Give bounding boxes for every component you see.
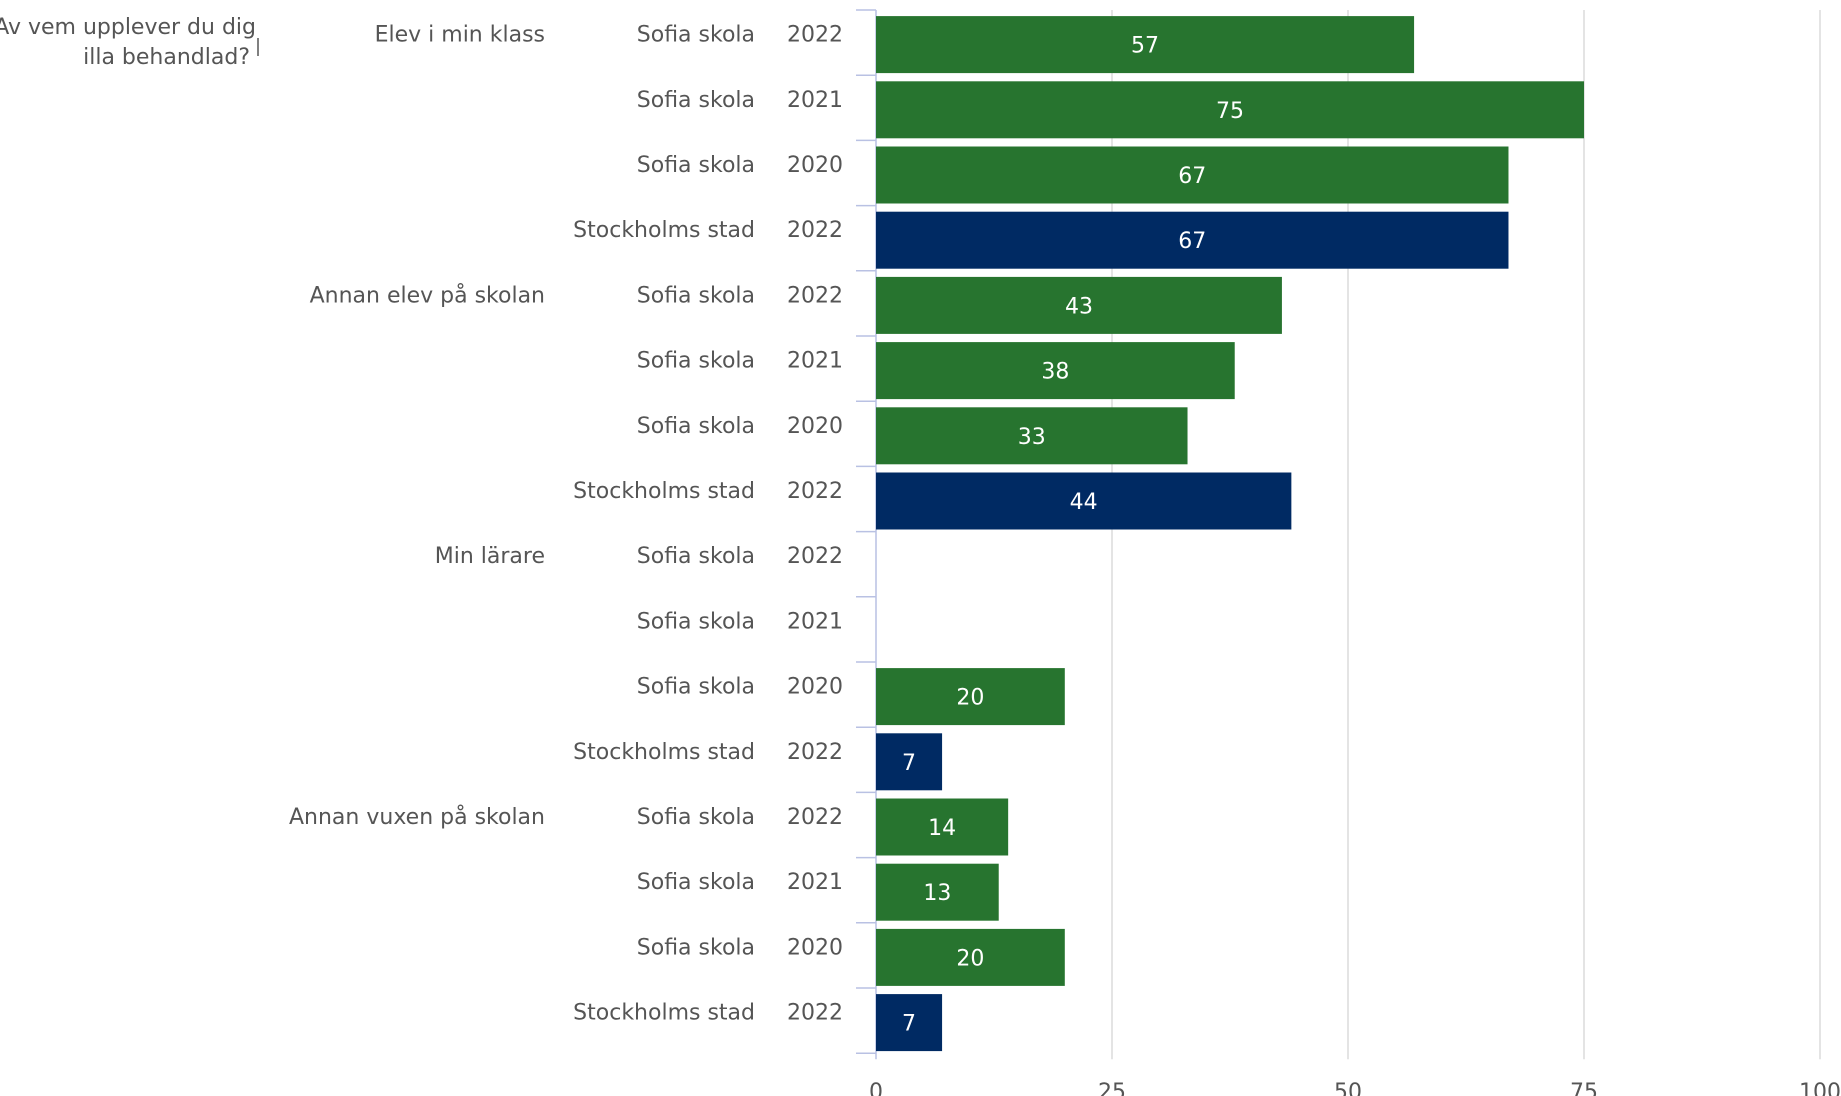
year-label: 2022 <box>787 479 843 504</box>
unit-label: Sofia skola <box>637 23 755 48</box>
bar <box>876 928 1065 986</box>
bar <box>876 16 1415 74</box>
group-label: Elev i min klass <box>375 23 545 48</box>
category-labels: Elev i min klass Sofia skola 2022 Sofia sko… <box>289 23 843 1026</box>
axis-ticks <box>856 9 876 1054</box>
year-label: 2022 <box>787 544 843 569</box>
bar <box>876 276 1282 334</box>
x-tick-label: 0 <box>869 1080 883 1096</box>
year-label: 2022 <box>787 218 843 243</box>
unit-label: Sofia skola <box>637 870 755 895</box>
bar <box>876 863 999 921</box>
unit-label: Sofia skola <box>637 935 755 960</box>
chart-title: Av vem upplever du dig illa behandlad? <box>0 15 259 70</box>
bars: 57 75 67 67 43 38 33 44 20 7 14 13 20 7 <box>876 16 1584 1052</box>
x-tick-label: 75 <box>1570 1080 1598 1096</box>
bar-value-label: 13 <box>923 881 951 906</box>
x-tick-label: 25 <box>1098 1080 1126 1096</box>
bar-value-label: 14 <box>928 816 956 841</box>
year-label: 2021 <box>787 609 843 634</box>
year-label: 2022 <box>787 740 843 765</box>
bar-value-label: 7 <box>902 751 916 776</box>
bar-value-label: 57 <box>1131 34 1159 59</box>
bar-value-label: 33 <box>1018 425 1046 450</box>
bar-value-label: 43 <box>1065 294 1093 319</box>
year-label: 2022 <box>787 23 843 48</box>
bar <box>876 994 943 1052</box>
unit-label: Sofia skola <box>637 88 755 113</box>
year-label: 2020 <box>787 153 843 178</box>
unit-label: Sofia skola <box>637 609 755 634</box>
unit-label: Stockholms stad <box>573 479 755 504</box>
unit-label: Stockholms stad <box>573 218 755 243</box>
unit-label: Sofia skola <box>637 805 755 830</box>
unit-label: Stockholms stad <box>573 1001 755 1026</box>
bar-value-label: 7 <box>902 1012 916 1037</box>
unit-label: Sofia skola <box>637 283 755 308</box>
year-label: 2022 <box>787 805 843 830</box>
unit-label: Sofia skola <box>637 153 755 178</box>
chart-title-line-1: Av vem upplever du dig <box>0 15 256 40</box>
unit-label: Sofia skola <box>637 675 755 700</box>
x-tick-label: 100 <box>1799 1080 1841 1096</box>
bar <box>876 668 1065 726</box>
bar <box>876 81 1584 139</box>
group-label: Annan vuxen på skolan <box>289 804 545 830</box>
bar <box>876 211 1509 269</box>
group-label: Min lärare <box>435 544 545 569</box>
bar-value-label: 44 <box>1070 490 1098 515</box>
bar <box>876 733 943 791</box>
bar <box>876 472 1292 530</box>
bar-value-label: 20 <box>956 946 984 971</box>
year-label: 2020 <box>787 935 843 960</box>
bar-value-label: 67 <box>1178 229 1206 254</box>
x-axis-tick-labels: 0 25 50 75 100 <box>869 1080 1841 1096</box>
year-label: 2020 <box>787 675 843 700</box>
bar <box>876 407 1188 465</box>
year-label: 2020 <box>787 414 843 439</box>
year-label: 2021 <box>787 870 843 895</box>
year-label: 2022 <box>787 1001 843 1026</box>
chart-title-line-2: illa behandlad? <box>83 45 250 70</box>
bar-value-label: 38 <box>1041 360 1069 385</box>
unit-label: Sofia skola <box>637 349 755 374</box>
bar <box>876 342 1235 400</box>
bar-value-label: 75 <box>1216 99 1244 124</box>
unit-label: Sofia skola <box>637 414 755 439</box>
bar <box>876 146 1509 204</box>
year-label: 2021 <box>787 349 843 374</box>
unit-label: Stockholms stad <box>573 740 755 765</box>
x-tick-label: 50 <box>1334 1080 1362 1096</box>
bar <box>876 798 1009 856</box>
unit-label: Sofia skola <box>637 544 755 569</box>
bar-value-label: 67 <box>1178 164 1206 189</box>
bar-value-label: 20 <box>956 686 984 711</box>
year-label: 2022 <box>787 283 843 308</box>
year-label: 2021 <box>787 88 843 113</box>
group-label: Annan elev på skolan <box>310 282 545 308</box>
